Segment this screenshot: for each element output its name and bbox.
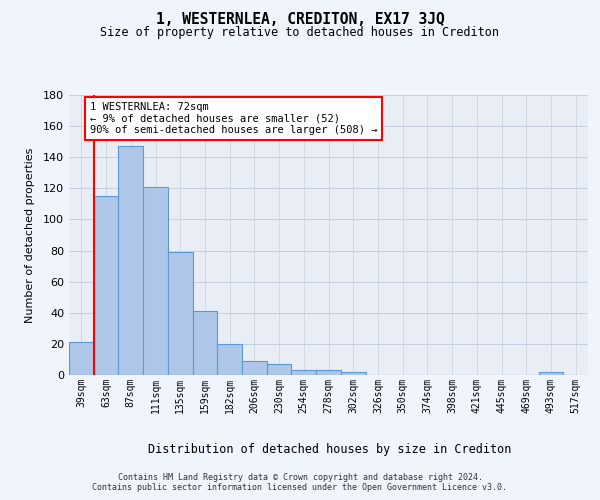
Y-axis label: Number of detached properties: Number of detached properties <box>25 148 35 322</box>
Bar <box>193 311 217 375</box>
Bar <box>292 370 316 375</box>
Text: Size of property relative to detached houses in Crediton: Size of property relative to detached ho… <box>101 26 499 39</box>
Bar <box>341 372 365 375</box>
Bar <box>539 372 563 375</box>
Bar <box>143 187 168 375</box>
Bar <box>94 196 118 375</box>
Text: 1, WESTERNLEA, CREDITON, EX17 3JQ: 1, WESTERNLEA, CREDITON, EX17 3JQ <box>155 12 445 28</box>
Bar <box>168 252 193 375</box>
Text: Distribution of detached houses by size in Crediton: Distribution of detached houses by size … <box>148 442 512 456</box>
Bar <box>118 146 143 375</box>
Bar <box>316 370 341 375</box>
Text: Contains HM Land Registry data © Crown copyright and database right 2024.: Contains HM Land Registry data © Crown c… <box>118 472 482 482</box>
Text: Contains public sector information licensed under the Open Government Licence v3: Contains public sector information licen… <box>92 484 508 492</box>
Text: 1 WESTERNLEA: 72sqm
← 9% of detached houses are smaller (52)
90% of semi-detache: 1 WESTERNLEA: 72sqm ← 9% of detached hou… <box>90 102 377 135</box>
Bar <box>242 361 267 375</box>
Bar <box>217 344 242 375</box>
Bar <box>267 364 292 375</box>
Bar <box>69 342 94 375</box>
